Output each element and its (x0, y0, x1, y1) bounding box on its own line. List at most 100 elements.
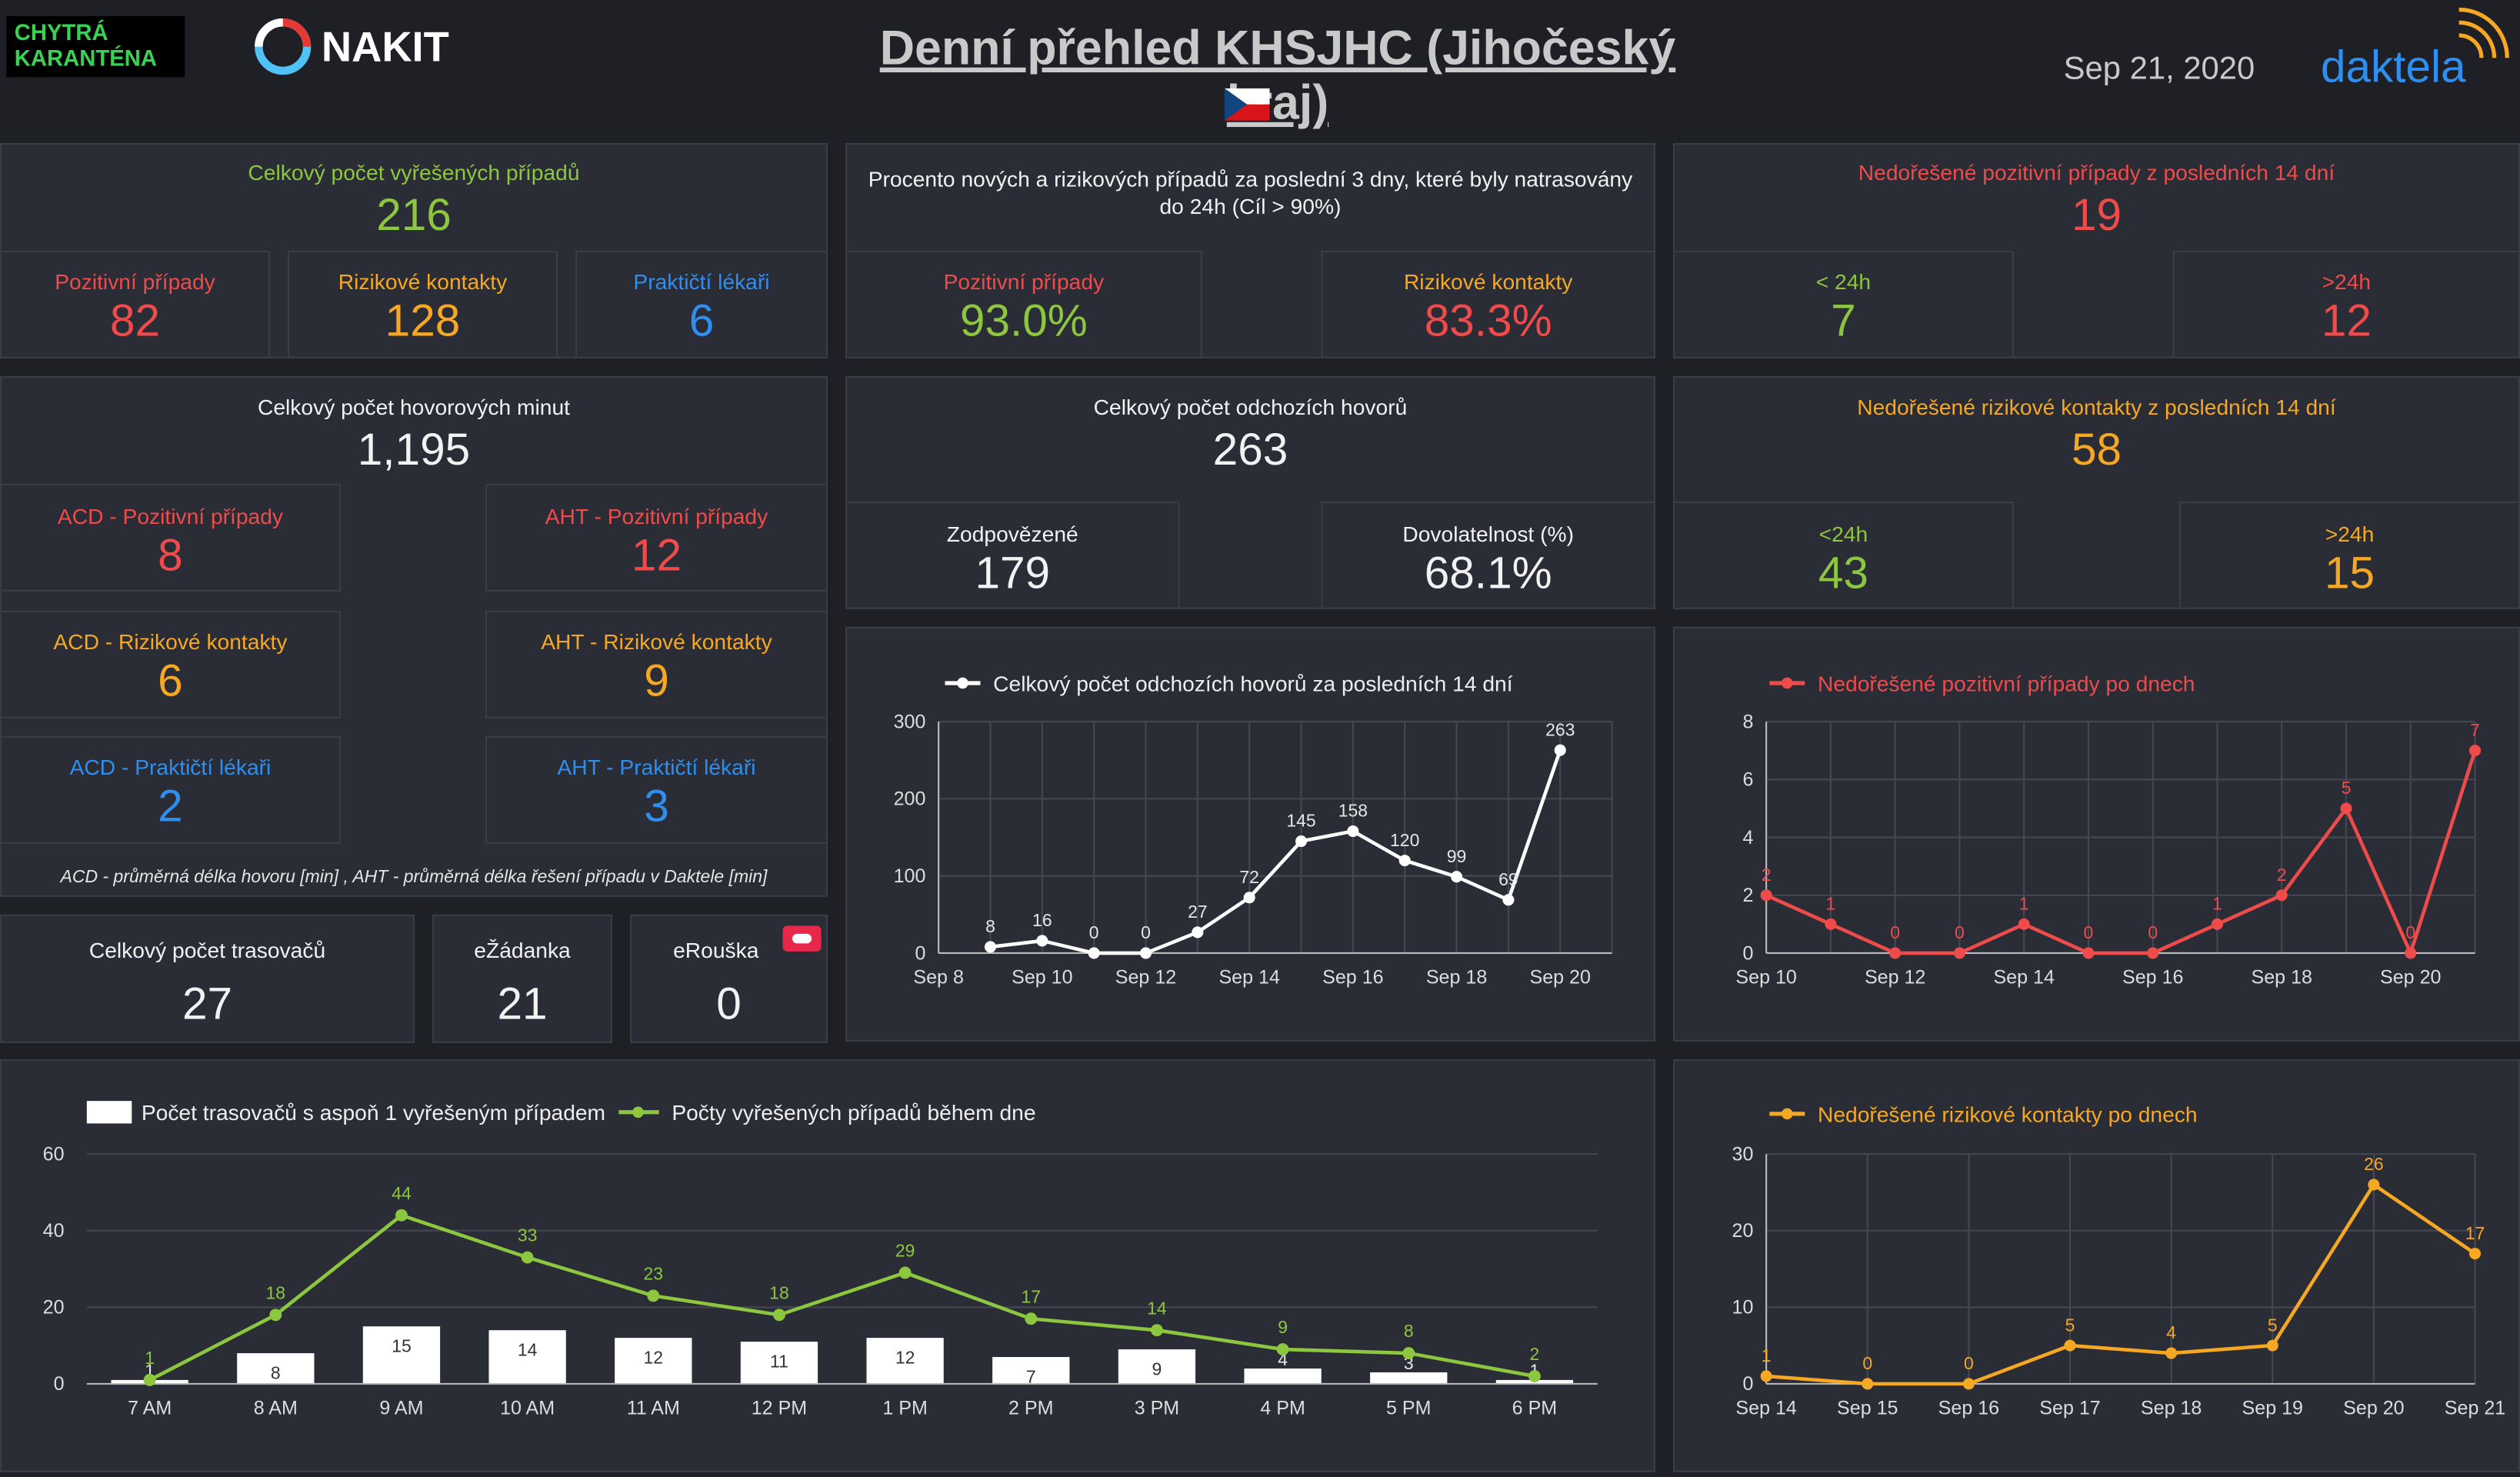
unresolved-positive-lt-label: < 24h (1815, 270, 1872, 295)
bar-label: 12 (895, 1348, 915, 1368)
legend-swatch-dot (1781, 1108, 1793, 1120)
x-tick-label: Sep 18 (2141, 1398, 2202, 1419)
data-label: 2 (1762, 865, 1772, 885)
y-tick-label: 8 (1742, 711, 1753, 732)
aht-positive-card: AHT - Pozitivní případy 12 (485, 483, 828, 592)
legend-bar-swatch (86, 1101, 132, 1124)
bar-label: 12 (644, 1348, 664, 1368)
x-tick-label: Sep 18 (2252, 967, 2312, 989)
bar-label: 8 (271, 1362, 281, 1382)
acd-risk-card: ACD - Rizikové kontakty 6 (0, 610, 341, 718)
legend-bar-label: Počet trasovačů s aspoň 1 vyřešeným příp… (142, 1100, 605, 1125)
data-label: 1 (145, 1348, 155, 1368)
data-point (1398, 855, 1411, 867)
data-label: 16 (1032, 910, 1052, 930)
data-label: 26 (2364, 1154, 2384, 1174)
data-point (1276, 1343, 1289, 1356)
unresolved-risk-gt-value: 15 (2325, 548, 2375, 598)
page-title: Denní přehled KHSJHC (Jihočeský kraj) (879, 22, 1676, 131)
bar (615, 1338, 692, 1384)
y-tick-label: 30 (1732, 1143, 1754, 1165)
resolved-risk-card: Rizikové kontakty 128 (287, 250, 558, 358)
data-label: 27 (1188, 902, 1208, 922)
legend-line-dot (632, 1106, 644, 1119)
tracers-card: Celkový počet trasovačů 27 (0, 914, 415, 1043)
daktela-logo: daktela (2321, 7, 2511, 93)
x-tick-label: Sep 12 (1865, 967, 1925, 989)
nakit-icon (255, 18, 312, 75)
data-point (1451, 871, 1463, 883)
unresolved-risk-gt-card: >24h 15 (2179, 501, 2520, 609)
data-point (1528, 1369, 1541, 1382)
answered-card: Zodpovězené 179 (845, 501, 1180, 609)
risk-chart-panel (1672, 1059, 2520, 1472)
data-point (2266, 1339, 2278, 1352)
calls-value: 263 (1212, 424, 1288, 475)
data-point (2064, 1339, 2076, 1352)
data-point (521, 1251, 534, 1264)
data-point (1502, 894, 1515, 906)
data-point (1139, 947, 1152, 959)
minutes-value: 1,195 (357, 424, 471, 475)
data-point (1088, 947, 1100, 959)
data-point (2211, 918, 2223, 930)
aht-positive-label: AHT - Pozitivní případy (545, 505, 768, 529)
minutes-footnote: ACD - průměrná délka hovoru [min] , AHT … (60, 868, 768, 888)
bar-label: 9 (1152, 1359, 1162, 1379)
data-point (2469, 1248, 2482, 1260)
x-tick-label: Sep 10 (1735, 967, 1796, 989)
answered-value: 179 (975, 548, 1051, 598)
x-tick-label: 10 AM (500, 1398, 555, 1419)
series-line (1765, 1182, 2476, 1386)
resolved-positive-value: 82 (109, 295, 161, 346)
aht-risk-card: AHT - Rizikové kontakty 9 (485, 610, 828, 718)
acd-gp-label: ACD - Praktičtí lékaři (69, 755, 272, 780)
data-label: 7 (2470, 720, 2480, 740)
bar-label: 11 (770, 1352, 788, 1372)
x-tick-label: Sep 20 (2343, 1398, 2404, 1419)
y-tick-label: 0 (54, 1373, 65, 1395)
x-tick-label: 1 PM (882, 1398, 928, 1419)
unresolved-risk-title: Nedořešené rizikové kontakty z posledníc… (1857, 395, 2336, 420)
answered-label: Zodpovězené (946, 522, 1078, 547)
data-label: 33 (518, 1225, 538, 1245)
calls-chart-panel (845, 626, 1655, 1042)
bar (488, 1330, 566, 1384)
aht-gp-label: AHT - Praktičtí lékaři (557, 755, 756, 780)
data-point (1025, 1312, 1038, 1325)
data-label: 158 (1338, 801, 1368, 821)
data-label: 1 (2212, 894, 2222, 914)
acd-positive-label: ACD - Pozitivní případy (57, 505, 284, 529)
data-label: 0 (1089, 922, 1099, 942)
signal-icon (2458, 7, 2509, 58)
nakit-label: NAKIT (321, 22, 449, 70)
y-tick-label: 20 (1732, 1220, 1754, 1242)
resolved-gp-label: Praktičtí lékaři (633, 270, 770, 295)
reachability-value: 68.1% (1424, 548, 1552, 598)
x-tick-label: Sep 20 (2380, 967, 2441, 989)
erouska-label: eRouška (673, 939, 759, 963)
data-point (2469, 745, 2482, 757)
bar (1118, 1349, 1196, 1384)
y-tick-label: 100 (894, 865, 926, 887)
x-tick-label: Sep 20 (1530, 967, 1591, 989)
x-tick-label: Sep 10 (1012, 967, 1072, 989)
data-label: 2 (1530, 1344, 1540, 1364)
data-point (143, 1373, 156, 1386)
data-label: 99 (1447, 846, 1467, 866)
x-tick-label: Sep 16 (1322, 967, 1383, 989)
data-point (2405, 947, 2417, 959)
x-tick-label: 11 AM (627, 1398, 680, 1419)
x-tick-label: 8 AM (254, 1398, 298, 1419)
data-point (1192, 926, 1204, 939)
data-label: 23 (644, 1263, 664, 1283)
data-point (984, 941, 997, 953)
chytra-karantena-logo: CHYTRÁ KARANTÉNA (6, 15, 185, 78)
unresolved-positive-gt-value: 12 (2321, 295, 2372, 346)
data-point (1243, 892, 1255, 904)
x-tick-label: Sep 18 (1426, 967, 1487, 989)
reachability-label: Dovolatelnost (%) (1402, 522, 1574, 547)
erouska-value: 0 (716, 979, 742, 1029)
y-tick-label: 20 (43, 1297, 65, 1319)
data-label: 1 (2019, 894, 2029, 914)
